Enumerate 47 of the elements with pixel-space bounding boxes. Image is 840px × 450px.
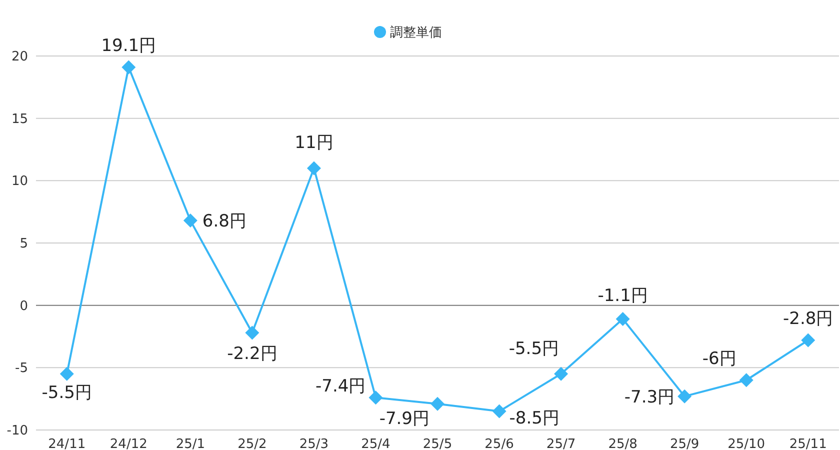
x-tick-label: 25/7 bbox=[546, 437, 576, 450]
data-label: -7.9円 bbox=[379, 408, 430, 429]
y-tick-label: 15 bbox=[11, 112, 28, 127]
data-label: 11円 bbox=[294, 133, 334, 154]
point bbox=[554, 366, 568, 381]
x-tick-label: 25/9 bbox=[670, 437, 700, 450]
x-tick-label: 25/6 bbox=[484, 437, 514, 450]
point bbox=[368, 390, 383, 405]
point bbox=[739, 373, 754, 388]
point bbox=[678, 389, 692, 404]
data-label: -5.5円 bbox=[42, 382, 92, 403]
y-tick-label: -5 bbox=[15, 361, 28, 376]
data-label: -7.3円 bbox=[624, 387, 675, 408]
y-tick-label: -10 bbox=[6, 424, 28, 439]
x-tick-label: 24/12 bbox=[110, 437, 148, 450]
data-label: 19.1円 bbox=[101, 36, 156, 56]
x-tick-label: 25/2 bbox=[238, 437, 267, 450]
data-label: -6円 bbox=[702, 349, 736, 370]
data-label: -2.8円 bbox=[783, 309, 834, 330]
x-tick-label: 25/11 bbox=[789, 437, 827, 450]
y-tick-label: 10 bbox=[11, 174, 28, 190]
data-label: -7.4円 bbox=[316, 376, 366, 397]
point bbox=[616, 312, 630, 326]
point bbox=[801, 333, 816, 348]
data-label: -5.5円 bbox=[508, 338, 560, 359]
y-tick-label: 5 bbox=[20, 236, 28, 252]
x-tick-label: 25/1 bbox=[176, 437, 206, 450]
point bbox=[60, 366, 74, 381]
point bbox=[245, 326, 260, 340]
legend-label: 調整単価 bbox=[390, 26, 442, 41]
x-tick-label: 25/5 bbox=[422, 437, 452, 450]
x-tick-label: 25/3 bbox=[299, 437, 329, 450]
point bbox=[430, 396, 444, 411]
point bbox=[306, 161, 321, 176]
data-label: -8.5円 bbox=[509, 408, 560, 428]
x-tick-label: 24/11 bbox=[48, 437, 86, 450]
point bbox=[122, 60, 136, 74]
y-tick-label: 0 bbox=[20, 298, 28, 314]
point bbox=[492, 404, 506, 418]
data-label: 6.8円 bbox=[202, 212, 246, 232]
point bbox=[183, 214, 198, 228]
x-tick-label: 25/8 bbox=[608, 437, 638, 450]
data-label: -2.2円 bbox=[227, 344, 278, 364]
x-tick-label: 25/4 bbox=[361, 437, 390, 450]
y-tick-label: 20 bbox=[11, 50, 28, 65]
data-label: -1.1円 bbox=[598, 286, 648, 306]
x-tick-label: 25/10 bbox=[728, 437, 766, 450]
